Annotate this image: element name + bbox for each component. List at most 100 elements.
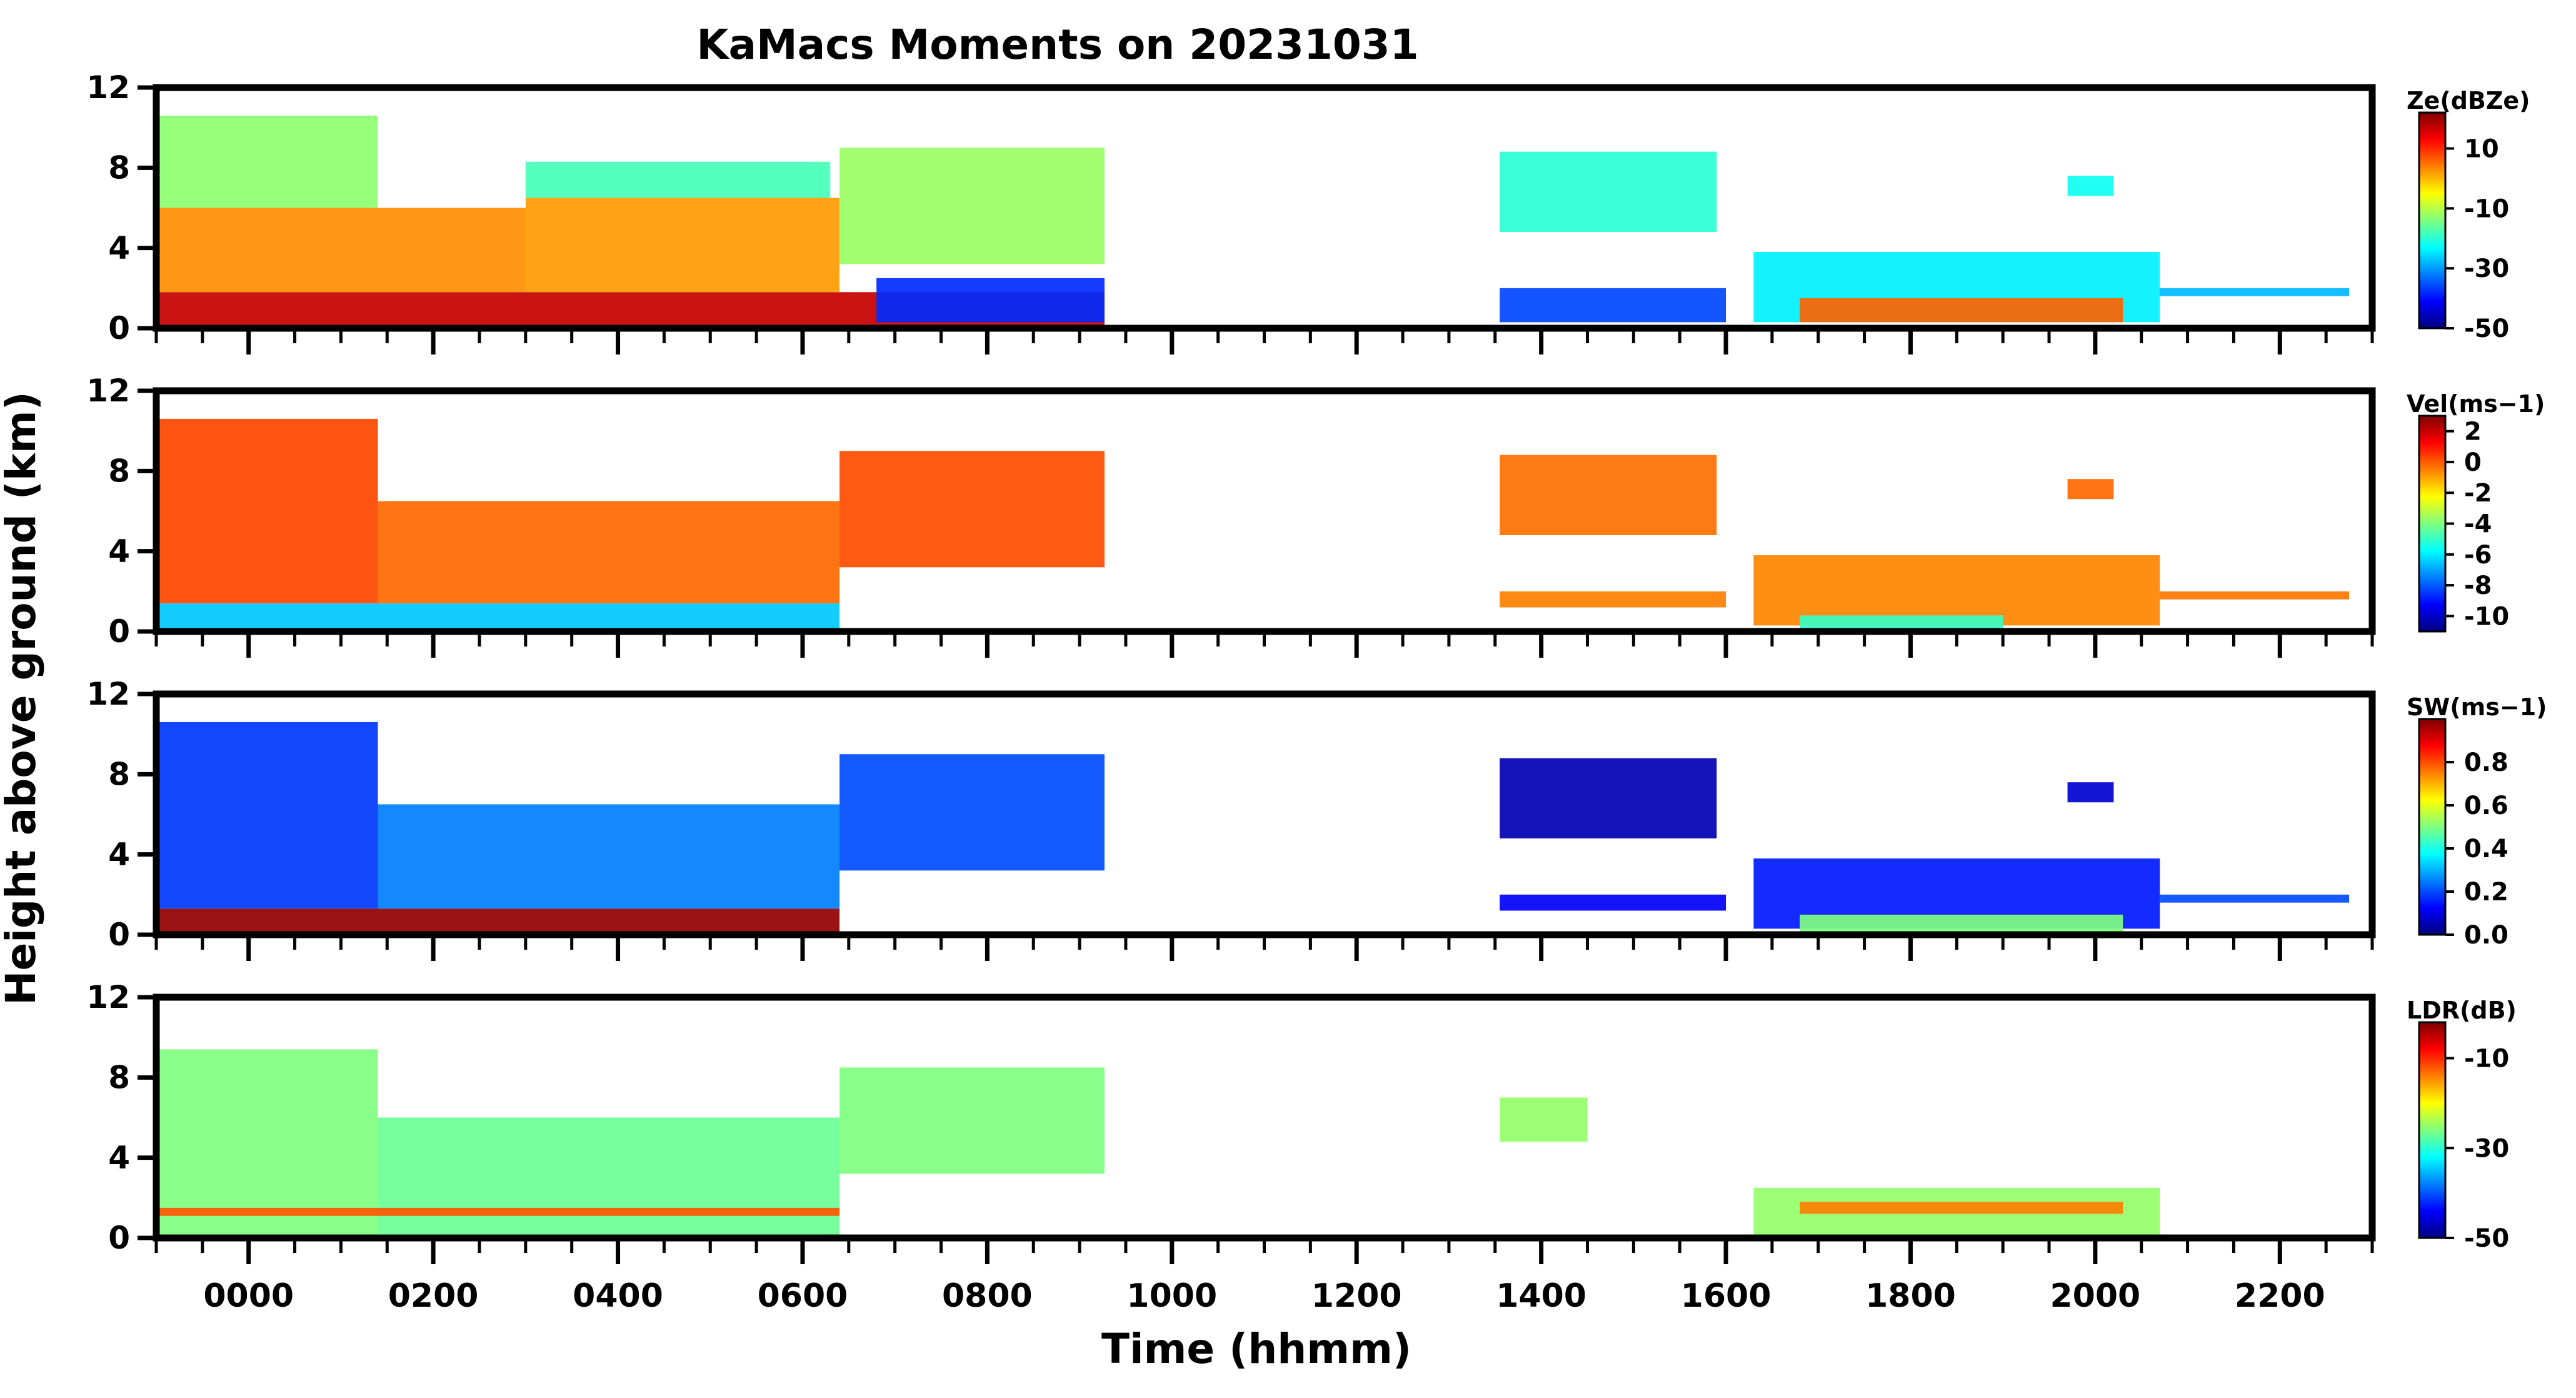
x-tick-label-0600: 0600	[758, 1277, 848, 1315]
colorbar-tick-label-vel--10: -10	[2464, 602, 2509, 631]
y-tick-label-sw-4: 4	[108, 837, 130, 873]
data-region-ze-3	[159, 115, 378, 208]
data-region-ze-5	[839, 148, 1105, 264]
colorbar-tick-label-sw-0.4: 0.4	[2464, 835, 2508, 863]
y-tick-label-ze-4: 4	[108, 230, 130, 266]
x-tick-label-0400: 0400	[573, 1277, 663, 1315]
data-region-vel-4	[1500, 455, 1717, 535]
colorbar-tick-label-vel-2: 2	[2464, 418, 2482, 446]
y-tick-label-sw-8: 8	[108, 756, 130, 792]
data-region-sw-3	[839, 754, 1105, 871]
data-region-vel-9	[2067, 479, 2114, 500]
y-tick-label-ldr-4: 4	[108, 1140, 130, 1176]
colorbar-tick-label-ze--10: -10	[2464, 194, 2509, 223]
data-region-vel-5	[1500, 591, 1727, 608]
data-region-ze-7	[1500, 151, 1717, 232]
data-regions-ze	[159, 115, 2350, 328]
x-tick-label-0800: 0800	[942, 1277, 1033, 1315]
colorbar-ze	[2418, 111, 2447, 329]
x-tick-label-1000: 1000	[1126, 1277, 1217, 1315]
y-tick-label-ldr-0: 0	[108, 1220, 130, 1256]
y-tick-label-vel-4: 4	[108, 533, 130, 570]
data-region-ze-12	[2067, 176, 2114, 196]
data-region-vel-1	[159, 418, 378, 604]
data-region-ze-8	[1500, 288, 1727, 323]
colorbar-label-ze: Ze(dBZe)	[2407, 87, 2530, 114]
colorbar-tick-label-ze--50: -50	[2464, 314, 2509, 343]
y-axis-label: Height above ground (km)	[0, 391, 45, 1005]
colorbar-tick-label-vel-0: 0	[2464, 448, 2482, 477]
data-region-sw-5	[1500, 894, 1727, 911]
colorbar-tick-label-ldr--50: -50	[2464, 1224, 2509, 1253]
data-regions-vel	[159, 418, 2350, 631]
colorbar-tick-label-sw-0.6: 0.6	[2464, 792, 2508, 820]
y-tick-label-vel-0: 0	[108, 613, 130, 650]
colorbar-label-sw: SW(ms−1)	[2407, 693, 2547, 721]
x-tick-label-1400: 1400	[1496, 1277, 1586, 1315]
data-region-vel-3	[839, 451, 1105, 568]
data-region-ldr-3	[159, 1207, 840, 1216]
x-tick-label-2000: 2000	[2050, 1277, 2141, 1315]
data-region-sw-8	[2160, 894, 2350, 903]
colorbar-ldr	[2418, 1021, 2447, 1239]
data-region-ldr-6	[1800, 1202, 2123, 1214]
data-region-sw-2	[378, 804, 840, 909]
data-region-vel-2	[378, 501, 840, 604]
chart-title: KaMacs Moments on 20231031	[696, 21, 1418, 69]
colorbar-tick-label-ze--30: -30	[2464, 254, 2509, 283]
panel-ldr: 0 4 8 12 0000 0200 0400 0600 0800 1000 1200 1400 160…	[86, 979, 2517, 1315]
data-region-ldr-4	[1500, 1097, 1588, 1142]
data-region-ze-1	[159, 208, 526, 293]
data-region-vel-8	[2160, 591, 2350, 600]
data-region-ze-11	[2160, 288, 2350, 296]
panel-sw: 0 4 8 12 SW(ms−1) 0.8 0.6 0.4 0.2 0.0	[86, 676, 2547, 961]
colorbar-tick-label-vel--6: -6	[2464, 541, 2492, 570]
y-tick-label-sw-0: 0	[108, 917, 130, 953]
y-tick-label-ldr-12: 12	[86, 979, 130, 1015]
x-tick-label-0000: 0000	[203, 1277, 294, 1315]
y-tick-label-vel-12: 12	[86, 373, 130, 409]
y-tick-label-sw-12: 12	[86, 676, 130, 712]
colorbar-sw	[2418, 718, 2447, 936]
x-axis-label: Time (hhmm)	[1101, 1325, 1411, 1373]
data-region-ze-4	[525, 161, 831, 198]
x-tick-label-1200: 1200	[1311, 1277, 1402, 1315]
colorbar-tick-label-vel--4: -4	[2464, 510, 2492, 539]
data-region-vel-6	[1753, 555, 2160, 626]
data-region-vel-0	[159, 603, 840, 631]
colorbar-label-ldr: LDR(dB)	[2407, 997, 2517, 1024]
colorbar-tick-label-sw-0.0: 0.0	[2464, 921, 2508, 950]
colorbar-tick-label-sw-0.2: 0.2	[2464, 878, 2508, 907]
x-tick-label-2200: 2200	[2235, 1277, 2325, 1315]
data-region-sw-0	[159, 908, 840, 935]
colorbar-tick-label-vel--2: -2	[2464, 479, 2492, 508]
y-tick-label-vel-8: 8	[108, 453, 130, 489]
x-tick-label-1600: 1600	[1681, 1277, 1772, 1315]
colorbar-tick-label-ldr--30: -30	[2464, 1134, 2509, 1163]
y-tick-label-ze-0: 0	[108, 310, 130, 346]
colorbar-tick-label-ze-10: 10	[2464, 135, 2499, 164]
data-region-ldr-2	[839, 1067, 1105, 1174]
data-region-sw-9	[2067, 782, 2114, 803]
y-tick-label-ldr-8: 8	[108, 1059, 130, 1095]
data-regions-sw	[159, 722, 2350, 935]
colorbar-tick-label-ldr--10: -10	[2464, 1045, 2509, 1074]
colorbar-tick-label-vel--8: -8	[2464, 571, 2492, 600]
data-region-ze-10	[1800, 298, 2123, 323]
y-tick-label-ze-12: 12	[86, 69, 130, 106]
data-region-sw-1	[159, 722, 378, 909]
y-tick-label-ze-8: 8	[108, 149, 130, 186]
data-regions-ldr	[159, 1049, 2160, 1238]
x-tick-label-0200: 0200	[388, 1277, 479, 1315]
panel-ze: 0 4 8 12 Ze(dBZe) 10 -10 -30 -50	[86, 69, 2530, 355]
x-tick-label-1800: 1800	[1865, 1277, 1956, 1315]
colorbar-vel	[2418, 415, 2447, 633]
data-region-ldr-0	[159, 1049, 378, 1238]
data-region-sw-4	[1500, 758, 1717, 838]
colorbar-label-vel: Vel(ms−1)	[2407, 390, 2545, 418]
data-region-ze-6	[876, 278, 1105, 323]
data-region-ze-2	[525, 198, 840, 293]
